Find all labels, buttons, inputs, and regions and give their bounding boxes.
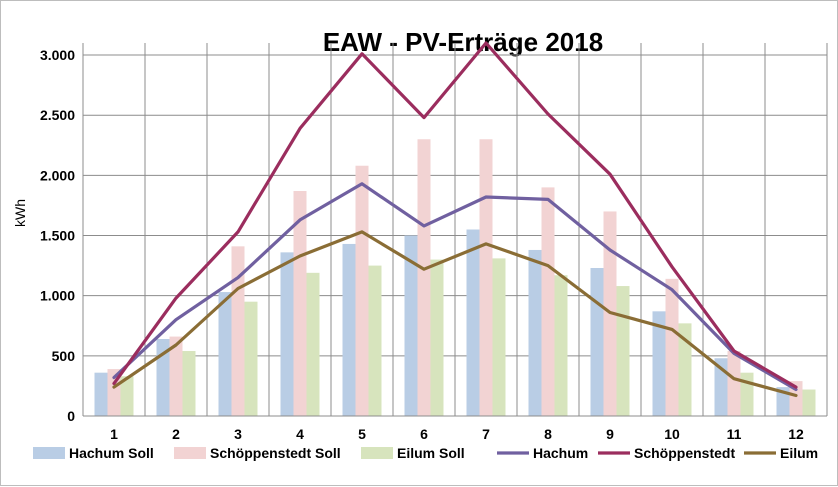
bar — [293, 190, 307, 416]
x-tick-label: 7 — [482, 426, 490, 442]
series-line — [112, 182, 798, 392]
bar — [789, 381, 803, 416]
x-tick-label: 9 — [606, 426, 614, 442]
x-tick-label: 11 — [727, 426, 742, 442]
y-tick-label: 0 — [67, 408, 75, 424]
chart-title: EAW - PV-Erträge 2018 — [323, 27, 603, 57]
legend-swatch — [361, 447, 393, 459]
bar — [528, 249, 542, 416]
legend-label: Hachum — [533, 445, 588, 461]
x-tick-label: 10 — [664, 426, 680, 442]
bar — [492, 258, 506, 416]
y-tick-label: 2.000 — [40, 167, 75, 183]
bar — [120, 376, 134, 416]
line-series — [112, 41, 798, 398]
legend-swatch — [174, 447, 206, 459]
y-tick-label: 1.000 — [40, 288, 75, 304]
legend-label: Hachum Soll — [69, 445, 154, 461]
legend-label: Eilum — [780, 445, 818, 461]
series-line — [112, 41, 798, 389]
legend-label: Schöppenstedt — [634, 445, 735, 461]
bar — [740, 372, 754, 416]
bar — [218, 292, 232, 416]
y-tick-label: 500 — [52, 348, 76, 364]
legend-swatch — [33, 447, 65, 459]
legend-label: Schöppenstedt Soll — [210, 445, 341, 461]
bar — [342, 243, 356, 416]
bar — [306, 272, 320, 416]
bar — [355, 165, 369, 416]
bar — [244, 301, 258, 416]
bar — [430, 259, 444, 416]
bar — [678, 323, 692, 416]
bar — [652, 311, 666, 416]
bar — [727, 351, 741, 416]
bar — [665, 278, 679, 416]
x-tick-label: 6 — [420, 426, 428, 442]
x-tick-label: 5 — [358, 426, 366, 442]
bar — [466, 229, 480, 416]
bar — [417, 139, 431, 417]
x-tick-label: 3 — [234, 426, 242, 442]
bar — [802, 389, 816, 416]
bar — [368, 265, 382, 416]
legend-label: Eilum Soll — [397, 445, 465, 461]
bar — [94, 372, 108, 416]
bar — [169, 336, 183, 416]
bar — [280, 252, 294, 416]
bar — [554, 275, 568, 416]
bar — [182, 351, 196, 416]
bar — [616, 286, 630, 416]
x-tick-label: 8 — [544, 426, 552, 442]
x-tick-label: 4 — [296, 426, 304, 442]
bar — [590, 268, 604, 416]
y-axis-label: kWh — [12, 199, 28, 227]
bar-series — [94, 139, 816, 417]
bar — [479, 139, 493, 417]
bar — [156, 338, 170, 416]
y-tick-label: 2.500 — [40, 107, 75, 123]
grid-lines — [82, 43, 828, 417]
x-tick-label: 12 — [788, 426, 804, 442]
series-line — [112, 230, 798, 398]
x-tick-label: 1 — [110, 426, 118, 442]
y-tick-label: 3.000 — [40, 47, 75, 63]
bar — [231, 246, 245, 416]
bar — [541, 187, 555, 416]
bar — [404, 235, 418, 416]
y-tick-label: 1.500 — [40, 228, 75, 244]
legend: Hachum Soll Schöppenstedt Soll Eilum Soll H… — [33, 445, 818, 461]
x-tick-label: 2 — [172, 426, 180, 442]
